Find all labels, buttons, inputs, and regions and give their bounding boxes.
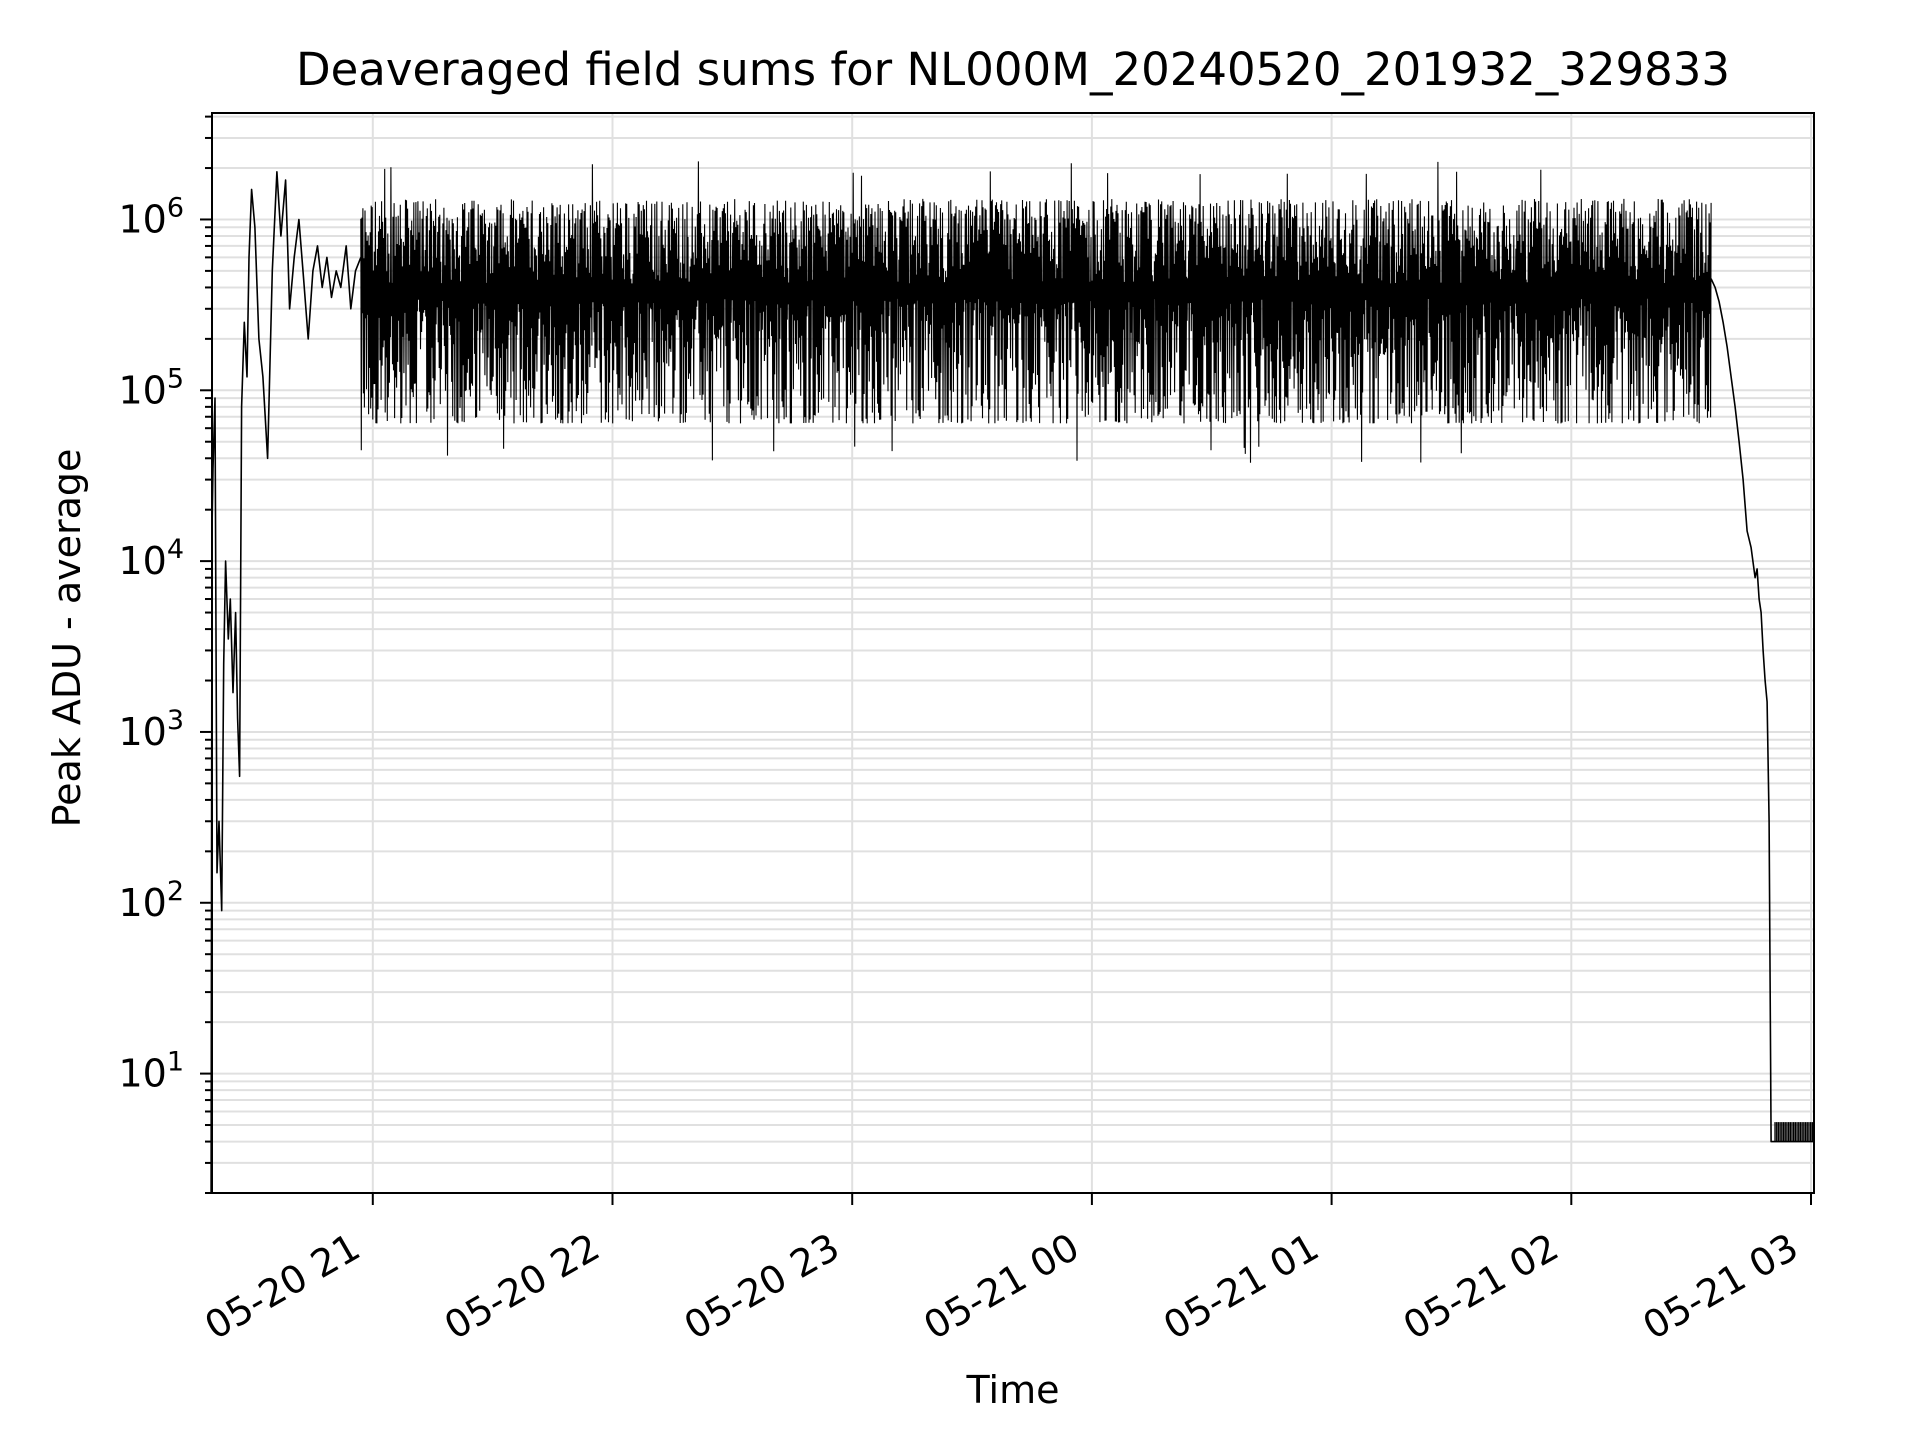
y-tick-label: 103: [118, 705, 184, 754]
y-tick-label: 106: [118, 192, 184, 241]
y-tick-label: 104: [118, 534, 184, 583]
data-series: [210, 161, 1815, 1194]
x-axis-label: Time: [966, 1368, 1060, 1412]
plot-area-frame: [211, 112, 1815, 1194]
y-tick-label: 102: [118, 876, 184, 925]
y-tick-label: 101: [118, 1047, 184, 1096]
series-line-dense: [360, 161, 1712, 463]
chart-title: Deaveraged field sums for NL000M_2024052…: [296, 43, 1730, 96]
series-line-1: [210, 171, 362, 1194]
series-line-2: [1710, 278, 1814, 1143]
y-axis-label: Peak ADU - average: [45, 449, 89, 828]
y-tick-label: 105: [118, 363, 184, 412]
